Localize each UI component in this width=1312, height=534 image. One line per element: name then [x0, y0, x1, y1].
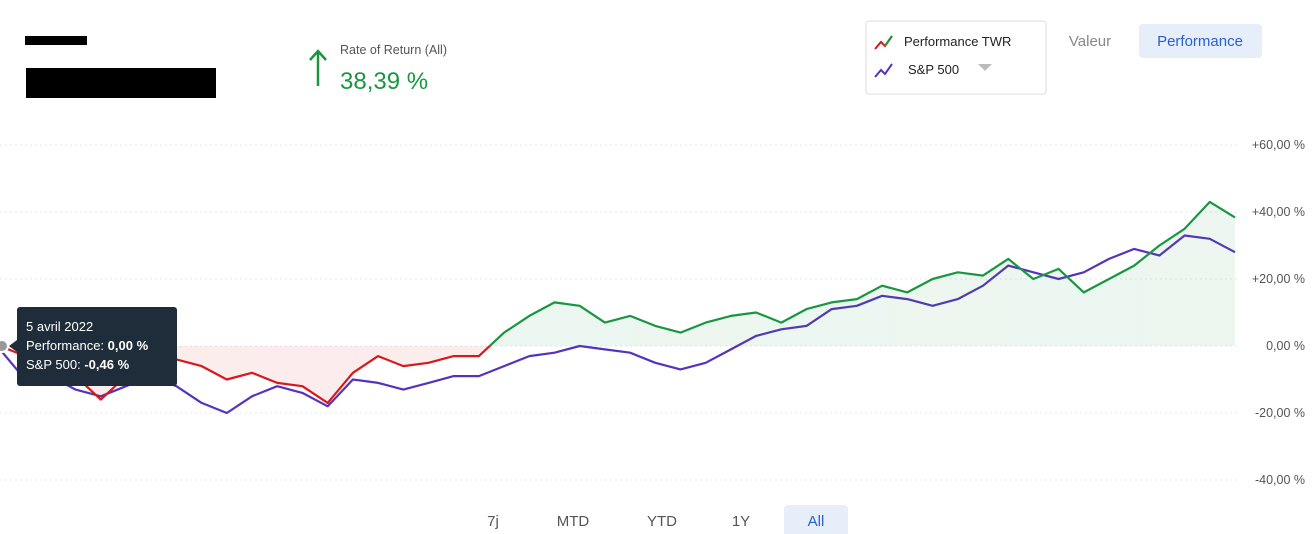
up-arrow [309, 49, 327, 86]
tooltip-pointer [9, 340, 17, 352]
legend-box [865, 20, 1047, 95]
y-tick-label: -40,00 % [1255, 473, 1305, 487]
y-tick-label: +60,00 % [1252, 138, 1305, 152]
y-tick-label: 0,00 % [1266, 339, 1305, 353]
range-active-bg [784, 505, 848, 534]
range-tab[interactable]: YTD [647, 513, 677, 530]
tooltip-label: Performance: [26, 338, 104, 353]
redaction [26, 68, 216, 98]
hover-marker [0, 339, 9, 353]
range-tab[interactable]: All [808, 513, 825, 530]
tooltip-row: Performance: 0,00 % [26, 338, 149, 353]
legend-icon [874, 63, 893, 78]
area-fill [0, 201, 1235, 403]
redaction [25, 36, 87, 45]
legend-label[interactable]: S&P 500 [908, 62, 959, 77]
toggle-active-bg [1139, 24, 1262, 58]
legend-label: Performance TWR [904, 34, 1011, 49]
toggle-button[interactable]: Performance [1157, 33, 1243, 50]
y-tick-label: +20,00 % [1252, 272, 1305, 286]
rate-value: 38,39 % [340, 68, 428, 95]
legend-icon [884, 35, 893, 47]
range-tab[interactable]: 7j [487, 513, 499, 530]
series-line [0, 234, 1236, 415]
dropdown-caret[interactable] [978, 64, 992, 71]
tooltip-value: -0,46 % [84, 357, 129, 372]
range-tab[interactable]: MTD [557, 513, 590, 530]
tooltip-date: 5 avril 2022 [26, 319, 93, 334]
tooltip-label: S&P 500: [26, 357, 81, 372]
toggle-button[interactable]: Valeur [1069, 33, 1111, 50]
tooltip-value: 0,00 % [108, 338, 149, 353]
series-line [0, 200, 1236, 404]
tooltip-box [17, 307, 177, 386]
tooltip-row: S&P 500: -0,46 % [26, 357, 130, 372]
y-tick-label: +40,00 % [1252, 205, 1305, 219]
rate-label: Rate of Return (All) [340, 43, 447, 57]
y-tick-label: -20,00 % [1255, 406, 1305, 420]
range-tab[interactable]: 1Y [732, 513, 750, 530]
